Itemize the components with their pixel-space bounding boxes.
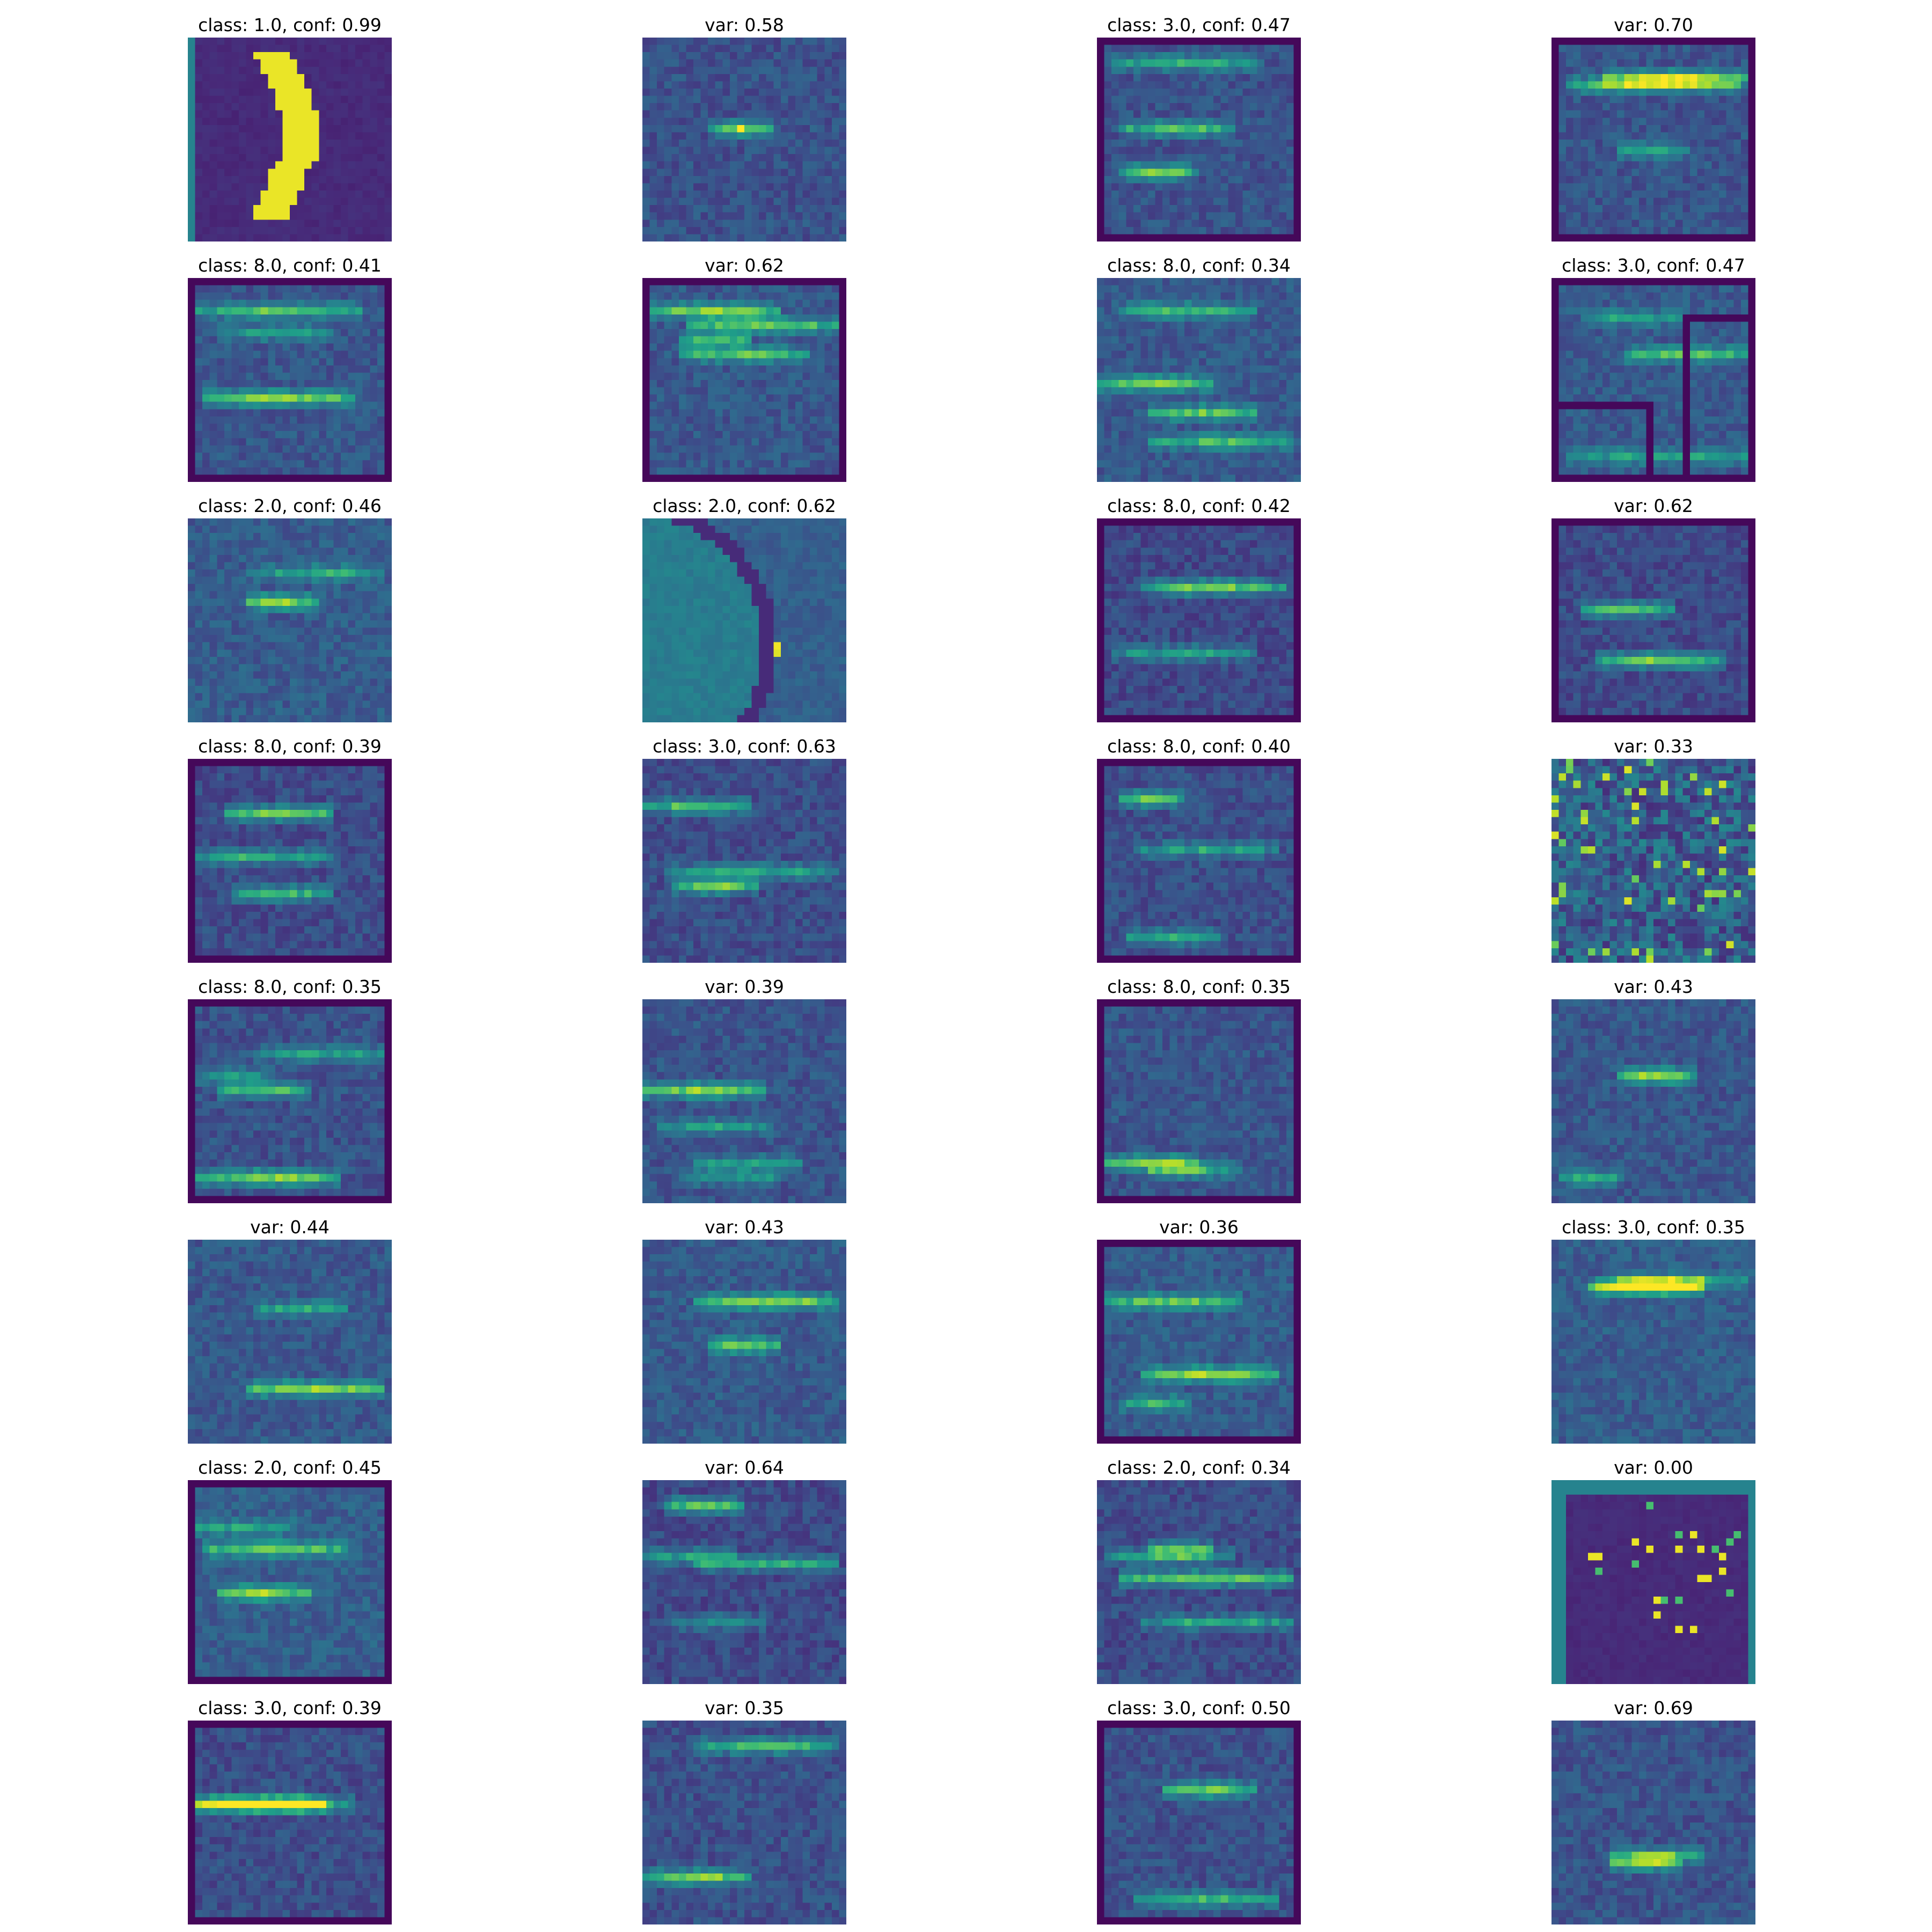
heatmap-image — [1552, 1721, 1755, 1924]
subplot-29: class: 3.0, conf: 0.39 — [188, 1697, 392, 1924]
heatmap-image — [642, 999, 846, 1203]
subplot-title: class: 2.0, conf: 0.45 — [198, 1457, 382, 1478]
subplot-title: class: 2.0, conf: 0.62 — [653, 495, 836, 516]
heatmap-image — [642, 38, 846, 241]
heatmap-image — [1097, 759, 1301, 963]
subplot-title: class: 3.0, conf: 0.63 — [653, 736, 836, 757]
heatmap-image — [1097, 1721, 1301, 1924]
heatmap-image — [642, 1721, 846, 1924]
subplot-23: var: 0.36 — [1097, 1217, 1301, 1444]
subplot-3: class: 3.0, conf: 0.47 — [1097, 14, 1301, 241]
subplot-title: class: 3.0, conf: 0.39 — [198, 1697, 382, 1718]
subplot-title: var: 0.64 — [705, 1457, 784, 1478]
subplot-title: class: 8.0, conf: 0.42 — [1107, 495, 1291, 516]
subplot-title: var: 0.43 — [705, 1217, 784, 1238]
heatmap-image — [1097, 1480, 1301, 1684]
heatmap-image — [1552, 759, 1755, 963]
heatmap-image — [188, 518, 392, 722]
subplot-7: class: 8.0, conf: 0.34 — [1097, 255, 1301, 482]
heatmap-image — [188, 999, 392, 1203]
subplot-19: class: 8.0, conf: 0.35 — [1097, 976, 1301, 1203]
subplot-title: class: 8.0, conf: 0.35 — [198, 976, 382, 997]
subplot-2: var: 0.58 — [642, 14, 846, 241]
heatmap-image — [188, 38, 392, 241]
heatmap-image — [188, 1240, 392, 1444]
heatmap-image — [188, 1480, 392, 1684]
subplot-12: var: 0.62 — [1552, 495, 1755, 722]
subplot-16: var: 0.33 — [1552, 736, 1755, 963]
heatmap-image — [1552, 278, 1755, 482]
heatmap-image — [1552, 38, 1755, 241]
heatmap-image — [1097, 38, 1301, 241]
subplot-title: var: 0.35 — [705, 1697, 784, 1718]
subplot-title: class: 1.0, conf: 0.99 — [198, 14, 382, 35]
heatmap-image — [1552, 1480, 1755, 1684]
subplot-title: class: 8.0, conf: 0.34 — [1107, 255, 1291, 276]
heatmap-image — [188, 759, 392, 963]
heatmap-image — [1097, 518, 1301, 722]
subplot-6: var: 0.62 — [642, 255, 846, 482]
subplot-15: class: 8.0, conf: 0.40 — [1097, 736, 1301, 963]
subplot-title: class: 8.0, conf: 0.40 — [1107, 736, 1291, 757]
subplot-25: class: 2.0, conf: 0.45 — [188, 1457, 392, 1684]
subplot-20: var: 0.43 — [1552, 976, 1755, 1203]
subplot-4: var: 0.70 — [1552, 14, 1755, 241]
subplot-28: var: 0.00 — [1552, 1457, 1755, 1684]
subplot-13: class: 8.0, conf: 0.39 — [188, 736, 392, 963]
subplot-30: var: 0.35 — [642, 1697, 846, 1924]
subplot-title: class: 8.0, conf: 0.41 — [198, 255, 382, 276]
subplot-5: class: 8.0, conf: 0.41 — [188, 255, 392, 482]
heatmap-image — [642, 278, 846, 482]
subplot-title: var: 0.62 — [1614, 495, 1693, 516]
heatmap-image — [1552, 1240, 1755, 1444]
subplot-title: var: 0.00 — [1614, 1457, 1693, 1478]
subplot-title: class: 3.0, conf: 0.50 — [1107, 1697, 1291, 1718]
subplot-title: class: 3.0, conf: 0.35 — [1562, 1217, 1745, 1238]
subplot-21: var: 0.44 — [188, 1217, 392, 1444]
heatmap-image — [1552, 518, 1755, 722]
subplot-title: var: 0.70 — [1614, 14, 1693, 35]
subplot-title: class: 3.0, conf: 0.47 — [1562, 255, 1745, 276]
subplot-title: var: 0.43 — [1614, 976, 1693, 997]
heatmap-image — [1097, 999, 1301, 1203]
heatmap-image — [1552, 999, 1755, 1203]
subplot-9: class: 2.0, conf: 0.46 — [188, 495, 392, 722]
subplot-title: var: 0.33 — [1614, 736, 1693, 757]
subplot-title: class: 2.0, conf: 0.46 — [198, 495, 382, 516]
subplot-title: var: 0.62 — [705, 255, 784, 276]
subplot-title: class: 2.0, conf: 0.34 — [1107, 1457, 1291, 1478]
heatmap-image — [642, 1480, 846, 1684]
subplot-27: class: 2.0, conf: 0.34 — [1097, 1457, 1301, 1684]
subplot-title: var: 0.44 — [250, 1217, 330, 1238]
subplot-32: var: 0.69 — [1552, 1697, 1755, 1924]
heatmap-image — [1097, 278, 1301, 482]
subplot-8: class: 3.0, conf: 0.47 — [1552, 255, 1755, 482]
subplot-title: class: 3.0, conf: 0.47 — [1107, 14, 1291, 35]
subplot-22: var: 0.43 — [642, 1217, 846, 1444]
subplot-11: class: 8.0, conf: 0.42 — [1097, 495, 1301, 722]
subplot-26: var: 0.64 — [642, 1457, 846, 1684]
subplot-title: var: 0.36 — [1159, 1217, 1239, 1238]
heatmap-image — [188, 1721, 392, 1924]
heatmap-image — [642, 759, 846, 963]
subplot-1: class: 1.0, conf: 0.99 — [188, 14, 392, 241]
subplot-title: var: 0.39 — [705, 976, 784, 997]
subplot-title: class: 8.0, conf: 0.35 — [1107, 976, 1291, 997]
subplot-title: var: 0.69 — [1614, 1697, 1693, 1718]
subplot-title: var: 0.58 — [705, 14, 784, 35]
heatmap-image — [642, 518, 846, 722]
subplot-title: class: 8.0, conf: 0.39 — [198, 736, 382, 757]
heatmap-image — [1097, 1240, 1301, 1444]
subplot-31: class: 3.0, conf: 0.50 — [1097, 1697, 1301, 1924]
subplot-24: class: 3.0, conf: 0.35 — [1552, 1217, 1755, 1444]
subplot-10: class: 2.0, conf: 0.62 — [642, 495, 846, 722]
heatmap-image — [188, 278, 392, 482]
heatmap-image — [642, 1240, 846, 1444]
subplot-17: class: 8.0, conf: 0.35 — [188, 976, 392, 1203]
subplot-14: class: 3.0, conf: 0.63 — [642, 736, 846, 963]
subplot-18: var: 0.39 — [642, 976, 846, 1203]
